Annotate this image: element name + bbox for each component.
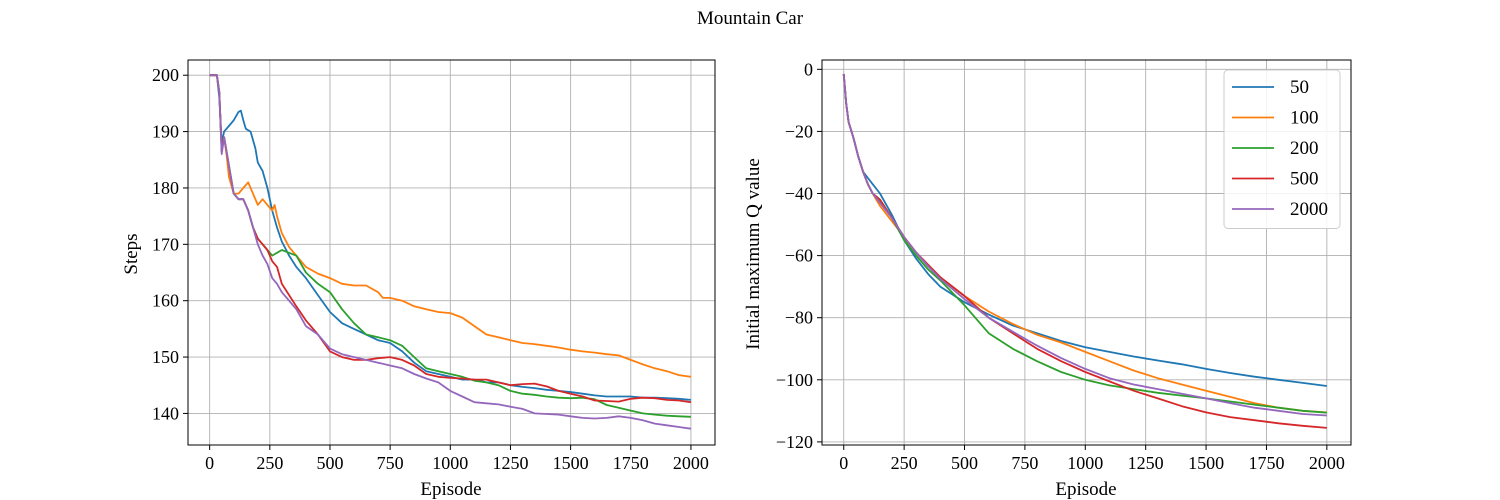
steps-x-ticks: 0 250 500 750 1000 1250 1500 1750 2000 — [205, 445, 709, 473]
steps-x-tick-label: 750 — [377, 453, 404, 473]
steps-y-tick-label: 190 — [152, 122, 179, 142]
legend-box — [1223, 69, 1341, 229]
steps-series-50-line — [209, 74, 691, 401]
steps-y-tick-label: 170 — [152, 234, 179, 254]
steps-y-tick-label: 180 — [152, 178, 179, 198]
q-value-x-axis-label: Episode — [1055, 479, 1116, 500]
q-value-y-tick-label: −100 — [776, 370, 813, 390]
steps-y-ticks: 140 150 160 170 180 190 200 — [152, 65, 188, 423]
steps-plot-frame — [187, 59, 716, 446]
steps-y-axis-label: Steps — [121, 233, 142, 274]
q-value-y-ticks: 0 −20 −40 −60 −80 −100 −120 — [776, 59, 822, 452]
q-value-y-tick-label: −40 — [785, 184, 813, 204]
steps-y-tick-label: 200 — [152, 65, 179, 85]
q-value-y-axis-label: Initial maximum Q value — [743, 158, 764, 350]
legend-label-2000: 2000 — [1290, 199, 1328, 220]
q-value-y-tick-label: −120 — [776, 432, 813, 452]
q-value-x-tick-label: 1250 — [1128, 453, 1164, 473]
legend-label-50: 50 — [1290, 77, 1309, 98]
q-value-x-ticks: 0 250 500 750 1000 1250 1500 1750 2000 — [839, 445, 1345, 473]
legend-label-100: 100 — [1290, 108, 1319, 129]
steps-y-tick-label: 150 — [152, 347, 179, 367]
steps-x-tick-label: 1000 — [432, 453, 468, 473]
q-value-grid — [822, 60, 1351, 445]
q-value-x-tick-label: 1750 — [1248, 453, 1284, 473]
steps-x-tick-label: 1250 — [492, 453, 528, 473]
steps-grid — [188, 60, 715, 445]
steps-y-tick-label: 140 — [152, 403, 179, 423]
q-value-plot-frame — [821, 59, 1352, 446]
q-value-x-tick-label: 750 — [1011, 453, 1038, 473]
q-value-x-tick-label: 1500 — [1188, 453, 1224, 473]
steps-x-tick-label: 1750 — [613, 453, 649, 473]
steps-x-tick-label: 250 — [256, 453, 283, 473]
steps-x-axis-label: Episode — [420, 479, 481, 500]
steps-chart: 0 250 500 750 1000 1250 1500 1750 2000 140 150 160… — [121, 59, 716, 500]
legend-label-200: 200 — [1290, 138, 1319, 159]
q-value-series-2000-line — [842, 73, 1327, 417]
steps-x-tick-label: 500 — [316, 453, 343, 473]
q-value-y-tick-label: −80 — [785, 308, 813, 328]
steps-series-2000-line — [209, 74, 692, 430]
q-value-chart: 0 250 500 750 1000 1250 1500 1750 2000 0 −20 −40 −6… — [743, 59, 1352, 500]
steps-y-tick-label: 160 — [152, 291, 179, 311]
q-value-x-tick-label: 0 — [839, 453, 848, 473]
q-value-x-tick-label: 500 — [951, 453, 978, 473]
q-value-y-tick-label: 0 — [804, 59, 813, 79]
steps-x-tick-label: 1500 — [553, 453, 589, 473]
legend-label-500: 500 — [1290, 169, 1319, 190]
q-value-y-tick-label: −20 — [785, 121, 813, 141]
steps-series-100-line — [209, 74, 692, 378]
q-value-x-tick-label: 250 — [891, 453, 918, 473]
steps-series-lines — [209, 74, 692, 430]
figure-title: Mountain Car — [697, 8, 804, 29]
q-value-series-lines — [842, 73, 1327, 429]
legend: 50 100 200 500 2000 — [1223, 69, 1341, 229]
q-value-x-tick-label: 2000 — [1309, 453, 1345, 473]
q-value-y-tick-label: −60 — [785, 246, 813, 266]
steps-x-tick-label: 2000 — [673, 453, 709, 473]
steps-x-tick-label: 0 — [205, 453, 214, 473]
q-value-x-tick-label: 1000 — [1067, 453, 1103, 473]
